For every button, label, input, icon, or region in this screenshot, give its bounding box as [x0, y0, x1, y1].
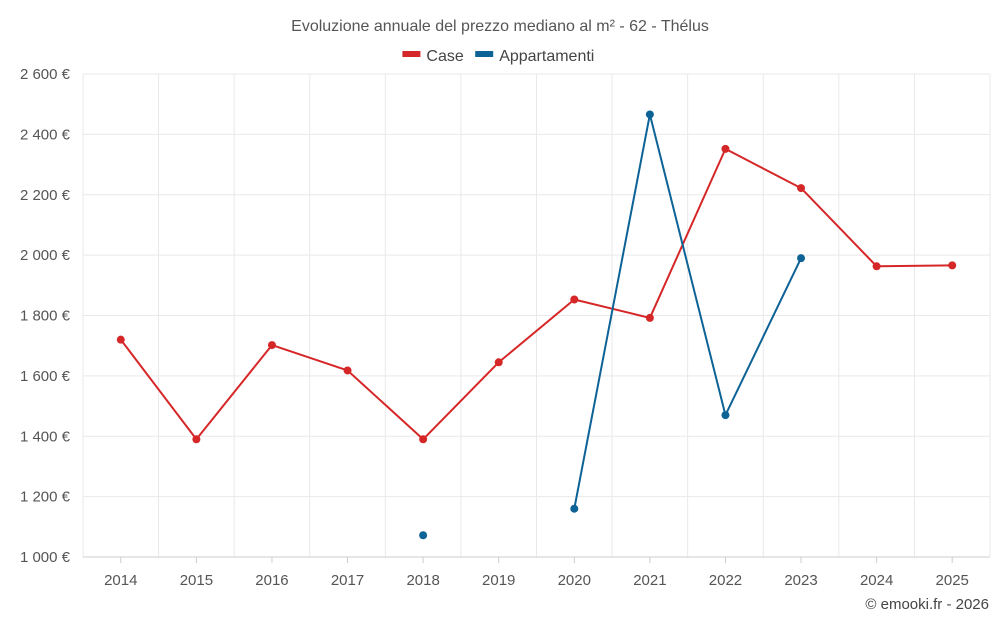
legend-item-case[interactable]: Case	[402, 48, 464, 65]
y-tick-label: 1 200 €	[20, 489, 71, 506]
data-point[interactable]	[192, 435, 201, 444]
x-tick-label: 2023	[784, 572, 817, 589]
x-tick-label: 2020	[558, 572, 591, 589]
data-point[interactable]	[570, 295, 579, 304]
series-line	[573, 113, 802, 509]
grid-lines	[82, 73, 991, 557]
series-layer	[116, 110, 957, 540]
x-tick-label: 2016	[255, 572, 288, 589]
x-tick-label: 2021	[633, 572, 666, 589]
data-point[interactable]	[721, 144, 730, 153]
y-tick-label: 2 600 €	[20, 66, 71, 83]
x-tick-label: 2022	[709, 572, 742, 589]
series-appartamenti	[419, 110, 806, 540]
legend: Case Appartamenti	[402, 48, 594, 65]
data-point[interactable]	[948, 261, 957, 270]
axes: 1 000 € 1 200 € 1 400 € 1 600 € 1 800 € 2 000…	[20, 66, 990, 589]
legend-label: Case	[426, 48, 463, 65]
legend-item-appartamenti[interactable]: Appartamenti	[475, 48, 594, 65]
y-tick-label: 1 600 €	[20, 368, 71, 385]
y-tick-label: 1 000 €	[20, 549, 71, 566]
x-tick-label: 2014	[104, 572, 137, 589]
data-point[interactable]	[116, 335, 125, 344]
data-point[interactable]	[343, 366, 352, 375]
x-tick-label: 2017	[331, 572, 364, 589]
series-line	[119, 147, 953, 441]
data-point[interactable]	[797, 254, 806, 263]
legend-swatch	[402, 51, 421, 57]
data-point[interactable]	[494, 358, 503, 367]
credit-text: © emooki.fr - 2026	[865, 596, 989, 613]
data-point[interactable]	[419, 435, 428, 444]
x-tick-label: 2018	[406, 572, 439, 589]
chart-title: Evoluzione annuale del prezzo mediano al…	[291, 18, 709, 35]
y-tick-label: 1 800 €	[20, 308, 71, 325]
x-tick-label: 2025	[936, 572, 969, 589]
data-point[interactable]	[645, 313, 654, 322]
series-case	[116, 144, 957, 444]
data-point[interactable]	[872, 262, 881, 271]
data-point[interactable]	[797, 184, 806, 193]
x-tick-label: 2019	[482, 572, 515, 589]
y-tick-label: 1 400 €	[20, 428, 71, 445]
legend-label: Appartamenti	[499, 48, 594, 65]
data-point[interactable]	[419, 531, 428, 540]
data-point[interactable]	[267, 341, 276, 350]
data-point[interactable]	[645, 110, 654, 119]
data-point[interactable]	[721, 411, 730, 420]
y-tick-label: 2 400 €	[20, 126, 71, 143]
y-tick-label: 2 200 €	[20, 187, 71, 204]
legend-swatch	[475, 51, 494, 57]
data-point[interactable]	[570, 504, 579, 513]
y-tick-label: 2 000 €	[20, 247, 71, 264]
x-tick-label: 2024	[860, 572, 893, 589]
x-tick-label: 2015	[180, 572, 213, 589]
